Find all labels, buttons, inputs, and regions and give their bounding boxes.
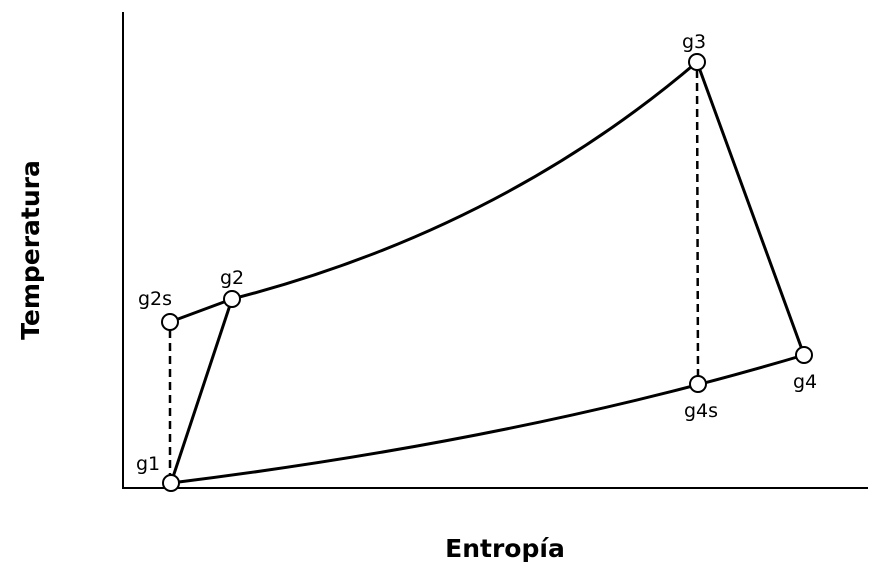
heat-rejection [170, 353, 805, 485]
point [689, 375, 707, 393]
points [161, 53, 813, 492]
isentropic-expansion [695, 69, 700, 377]
point [161, 313, 179, 331]
point [162, 474, 180, 492]
expansion [695, 61, 806, 356]
y-axis-label: Temperatura [16, 160, 45, 340]
isentropic-lines [168, 69, 700, 476]
point [223, 290, 241, 308]
node-label: g2 [220, 267, 244, 289]
compression [169, 298, 234, 484]
node-label: g1 [136, 453, 160, 475]
point [688, 53, 706, 71]
x-axis-label: Entropía [445, 534, 565, 563]
heat-addition [231, 60, 698, 301]
isobar-high-segment [169, 297, 233, 324]
node-label: g4s [684, 400, 718, 422]
node-label: g3 [682, 31, 706, 53]
node-label: g4 [793, 371, 817, 393]
node-label: g2s [138, 288, 172, 310]
point [795, 346, 813, 364]
cycle [169, 60, 806, 485]
